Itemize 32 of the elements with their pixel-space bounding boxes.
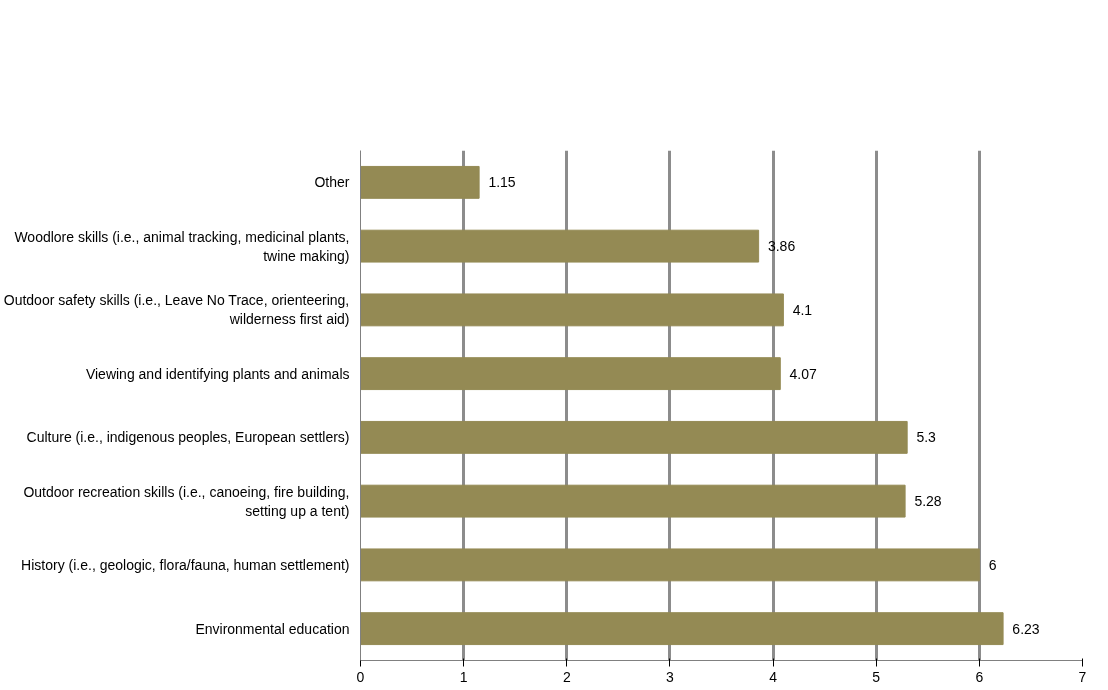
- bar: [360, 548, 980, 582]
- bar: [360, 293, 784, 327]
- data-label: 4.1: [792, 301, 813, 318]
- x-tick-label: 0: [356, 668, 365, 685]
- x-tick-label: 5: [872, 668, 881, 685]
- data-label: 6.23: [1012, 620, 1040, 637]
- y-tick-label: Culture (i.e., indigenous peoples, European settlers): [26, 429, 350, 446]
- data-label: 4.07: [789, 365, 818, 382]
- y-tick-label: Environmental education: [195, 620, 350, 637]
- x-tick-label: 6: [975, 668, 984, 685]
- bar: [360, 612, 1004, 646]
- x-tick-label: 2: [562, 668, 571, 685]
- data-label: 3.86: [767, 238, 796, 255]
- data-label: 5.28: [914, 493, 942, 510]
- bar: [360, 357, 781, 391]
- y-tick-label: Outdoor recreation skills (i.e., canoeing, fire building, setting up a tent): [23, 483, 350, 519]
- y-tick-label: History (i.e., geologic, flora/fauna, human settlement): [21, 556, 350, 573]
- x-tick-label: 4: [769, 668, 778, 685]
- x-tick-label: 7: [1078, 668, 1087, 685]
- data-label: 5.3: [916, 429, 937, 446]
- y-tick-label: Woodlore skills (i.e., animal tracking, medicinal plants, twine making): [14, 228, 350, 264]
- y-tick-label: Other: [314, 174, 350, 191]
- x-tick-label: 3: [666, 668, 675, 685]
- bar: [360, 165, 480, 199]
- data-label: 1.15: [488, 174, 516, 191]
- y-tick-label: Viewing and identifying plants and animals: [85, 365, 350, 382]
- x-tick-label: 1: [459, 668, 468, 685]
- data-label: 6: [988, 556, 997, 573]
- bar: [360, 484, 906, 518]
- bar: [360, 229, 760, 263]
- bar: [360, 420, 908, 454]
- y-tick-label: Outdoor safety skills (i.e., Leave No Trace, orienteering, wilderness first aid): [3, 292, 350, 328]
